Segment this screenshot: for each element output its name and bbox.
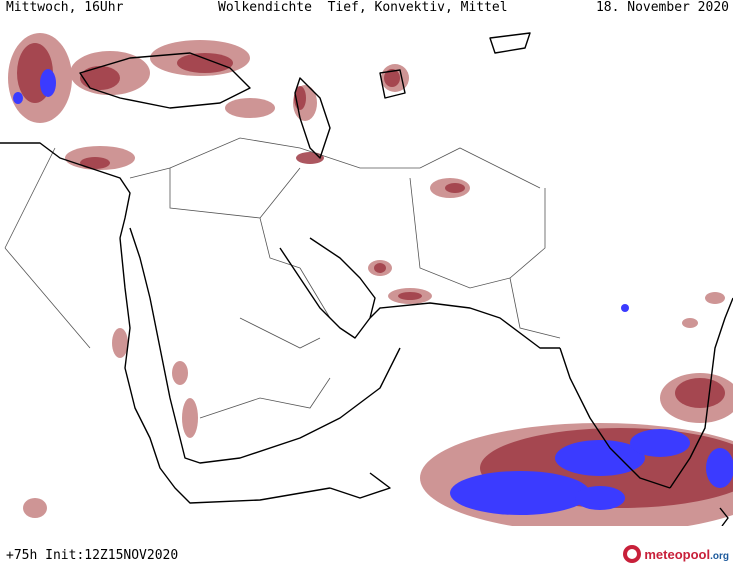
weekday-time-label: Mittwoch, 16Uhr bbox=[6, 0, 124, 15]
country-borders bbox=[4, 137, 561, 419]
meteopool-logo-icon bbox=[623, 545, 642, 563]
map-footer: +75h Init:12Z15NOV2020 meteopool.org bbox=[0, 540, 733, 566]
forecast-init-label: +75h Init:12Z15NOV2020 bbox=[6, 548, 179, 563]
coastlines bbox=[0, 32, 733, 526]
logo-tld: .org bbox=[710, 550, 729, 562]
logo-name: meteopool bbox=[644, 546, 711, 562]
map-header: Mittwoch, 16Uhr Wolkendichte Tief, Konve… bbox=[0, 0, 733, 18]
cloud-density-layer bbox=[8, 33, 733, 526]
weather-map bbox=[0, 32, 733, 526]
meteopool-logo[interactable]: meteopool.org bbox=[623, 544, 729, 564]
date-label: 18. November 2020 bbox=[595, 0, 729, 15]
map-title: Wolkendichte Tief, Konvektiv, Mittel bbox=[218, 0, 508, 15]
